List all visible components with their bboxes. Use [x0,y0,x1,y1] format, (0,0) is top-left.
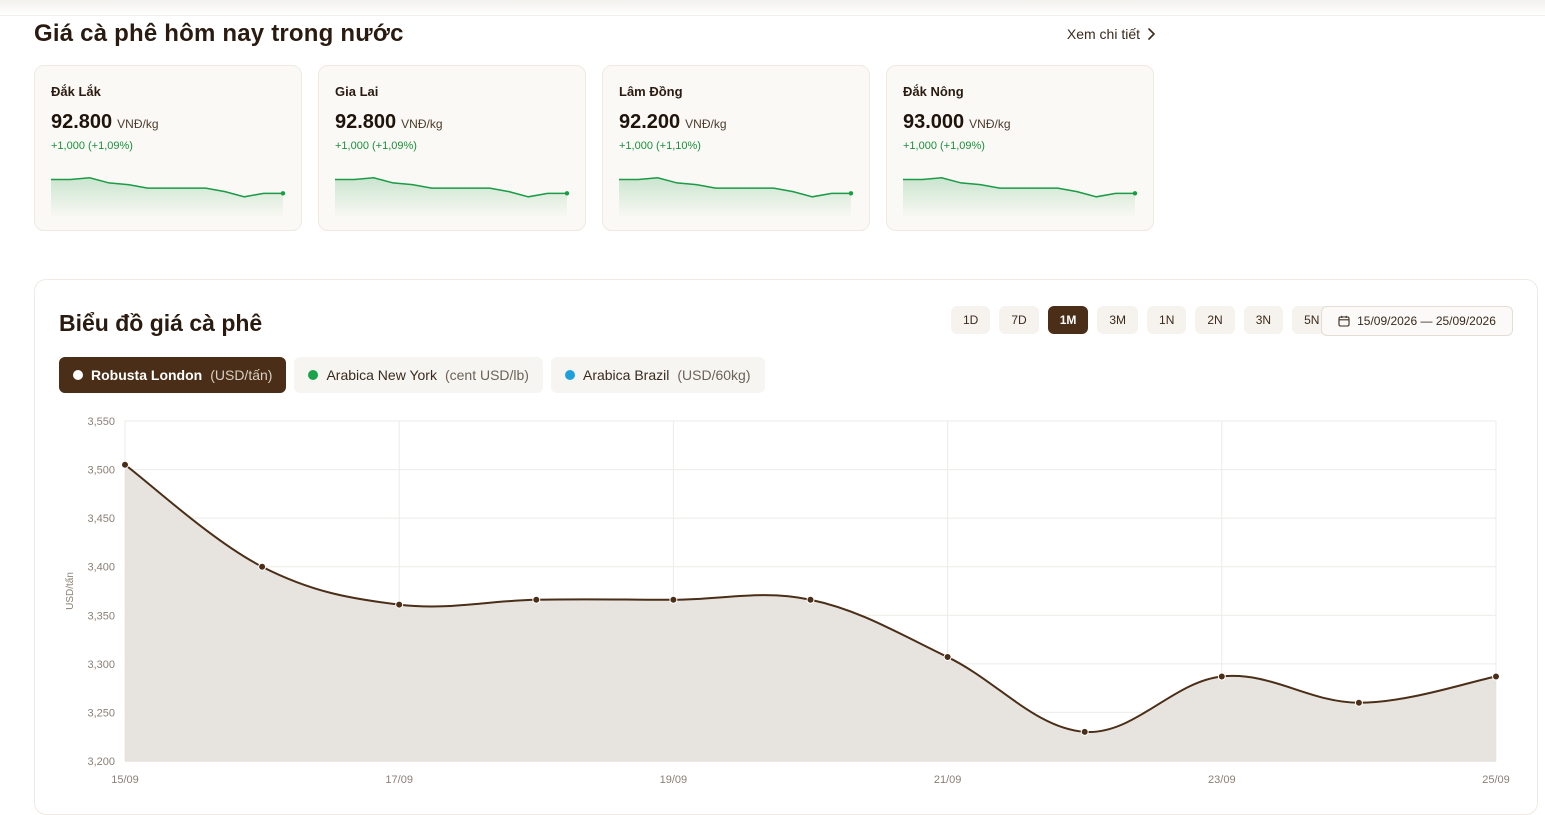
price-change: +1,000 (+1,09%) [903,140,985,152]
x-tick-label: 15/09 [111,774,139,786]
calendar-icon [1338,315,1350,327]
sparkline-end-dot [564,191,570,196]
series-tab-arabica-new-york[interactable]: Arabica New York (cent USD/lb) [294,357,543,393]
region-name: Đắk Nông [903,84,964,99]
price-change: +1,000 (+1,09%) [51,140,133,152]
y-tick-label: 3,550 [87,416,115,428]
date-range-text: 15/09/2026 — 25/09/2026 [1357,314,1496,328]
series-dot-icon [564,370,575,380]
data-point [1080,727,1089,736]
price-unit: VNĐ/kg [969,117,1011,131]
see-details-link[interactable]: Xem chi tiết [1067,26,1156,42]
time-range-selector: 1D 7D 1M 3M 1N 2N 3N 5N [951,306,1332,334]
sparkline-end-dot [280,191,286,196]
region-price-cards: Đắk Lắk 92.800 VNĐ/kg +1,000 (+1,09%) Gia… [34,65,1154,231]
data-point [395,600,404,609]
price-value: 92.200 [619,111,681,133]
sparkline-end-dot [848,191,854,196]
price-unit: VNĐ/kg [685,117,727,131]
range-button-3n[interactable]: 3N [1243,306,1284,334]
series-name: Arabica Brazil [582,367,670,383]
series-tabs: Robusta London (USD/tấn) Arabica New Yor… [59,357,765,393]
price-value: 92.800 [335,111,397,133]
y-tick-label: 3,400 [87,562,115,574]
data-point [1354,698,1363,707]
series-dot-icon [308,370,319,380]
sparkline-chart [335,176,570,218]
y-tick-label: 3,450 [87,513,115,525]
data-point [806,595,815,604]
price-change: +1,000 (+1,09%) [335,140,417,152]
x-tick-label: 17/09 [385,774,413,786]
region-name: Gia Lai [335,84,379,99]
sparkline-line [335,176,567,198]
price-card-dak-lak[interactable]: Đắk Lắk 92.800 VNĐ/kg +1,000 (+1,09%) [34,65,302,231]
series-tab-arabica-brazil[interactable]: Arabica Brazil (USD/60kg) [550,357,765,393]
range-button-3m[interactable]: 3M [1097,306,1139,334]
sparkline-line [619,176,851,198]
sparkline-end-dot [1132,191,1138,196]
y-tick-label: 3,500 [87,465,115,477]
data-point [121,460,129,469]
series-name: Arabica New York [326,367,437,383]
range-button-1n[interactable]: 1N [1147,306,1187,334]
sparkline-area [619,177,851,218]
range-button-7d[interactable]: 7D [999,306,1039,334]
series-unit: (cent USD/lb) [444,367,529,383]
price-line-chart[interactable]: 3,200 3,250 3,300 3,350 3,400 3,450 3,500 3,550… [35,280,1537,814]
price-change: +1,000 (+1,10%) [619,140,701,152]
range-button-1d[interactable]: 1D [951,306,991,334]
sparkline-chart [51,176,286,218]
data-point [669,595,678,604]
series-tab-robusta-london[interactable]: Robusta London (USD/tấn) [59,357,287,393]
series-unit: (USD/60kg) [677,367,751,383]
sparkline-line [51,176,283,198]
series-dot-icon [73,370,83,380]
price-unit: VNĐ/kg [117,117,159,131]
see-details-label: Xem chi tiết [1066,26,1140,42]
top-header-edge [0,0,1545,16]
sparkline-area [903,177,1135,218]
price-chart-card: Biểu đồ giá cà phê 1D 7D 1M 3M 1N 2N 3N … [34,279,1538,815]
data-point [258,562,267,571]
section-title: Giá cà phê hôm nay trong nước [34,20,404,47]
data-point [943,653,952,662]
x-tick-label: 21/09 [934,774,962,786]
price-unit: VNĐ/kg [401,117,443,131]
y-tick-label: 3,200 [87,756,115,768]
domestic-price-header: Giá cà phê hôm nay trong nước Xem chi ti… [34,20,1156,50]
chevron-right-icon [1148,28,1155,40]
data-point [1492,672,1500,681]
price-card-dak-nong[interactable]: Đắk Nông 93.000 VNĐ/kg +1,000 (+1,09%) [886,65,1154,231]
y-axis-label: USD/tấn [64,572,76,610]
region-name: Đắk Lắk [51,84,101,99]
y-tick-label: 3,250 [87,707,115,719]
date-range-picker[interactable]: 15/09/2026 — 25/09/2026 [1321,306,1513,336]
range-button-1m[interactable]: 1M [1047,306,1089,334]
y-tick-label: 3,350 [87,610,115,622]
region-name: Lâm Đồng [619,84,683,99]
price-value: 93.000 [903,111,965,133]
sparkline-line [903,176,1135,198]
y-tick-label: 3,300 [87,659,115,671]
series-unit: (USD/tấn) [210,367,273,383]
series-area-fill [125,464,1496,761]
chart-title: Biểu đồ giá cà phê [59,310,263,336]
data-point [532,595,541,604]
x-tick-label: 23/09 [1208,774,1236,786]
sparkline-chart [619,176,854,218]
sparkline-area [335,177,567,218]
range-button-2n[interactable]: 2N [1195,306,1235,334]
price-card-lam-dong[interactable]: Lâm Đồng 92.200 VNĐ/kg +1,000 (+1,10%) [602,65,870,231]
price-card-gia-lai[interactable]: Gia Lai 92.800 VNĐ/kg +1,000 (+1,09%) [318,65,586,231]
price-value: 92.800 [51,111,113,133]
x-tick-label: 19/09 [660,774,688,786]
series-name: Robusta London [91,367,203,383]
data-point [1217,672,1226,681]
sparkline-chart [903,176,1138,218]
x-tick-label: 25/09 [1482,774,1510,786]
sparkline-area [51,177,283,218]
